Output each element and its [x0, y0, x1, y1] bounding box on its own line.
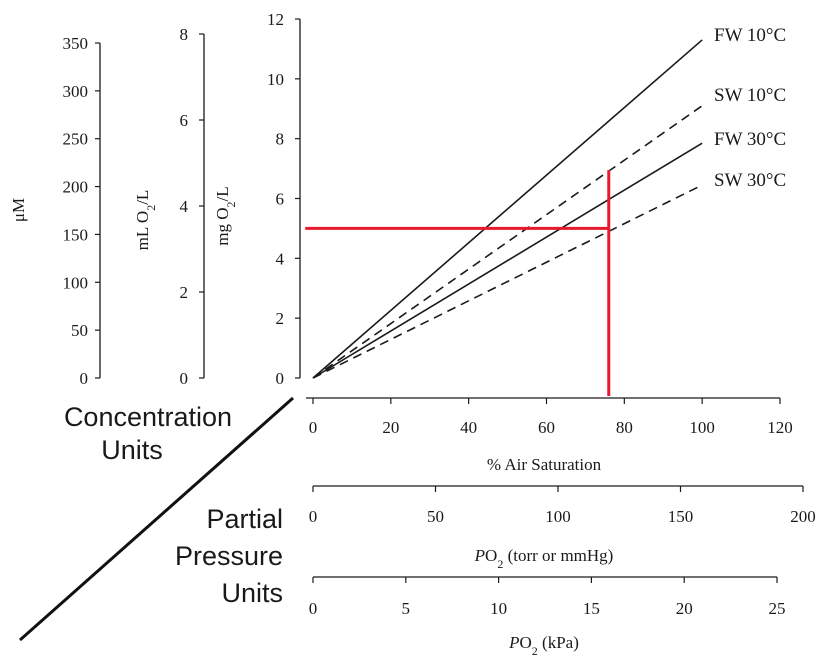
x-tick-label: 80 [616, 418, 633, 437]
x-tick-label: 0 [309, 418, 318, 437]
concentration-axis-title: mg O2/L [213, 186, 238, 245]
x-axis-title: % Air Saturation [487, 455, 602, 474]
pressure-tick-label: 50 [427, 507, 444, 526]
partial-pressure-label-1: Partial [206, 504, 283, 534]
concentration-axis: 0 2 4 6 8 mL O2/L [133, 25, 205, 388]
concentration-axis-title: mL O2/L [133, 190, 158, 251]
y-tick-label: 10 [267, 70, 284, 89]
diagonal-separator [19, 396, 294, 642]
y-tick-label: 12 [267, 10, 284, 29]
concentration-axis-title: μM [9, 198, 28, 222]
y-tick-label: 8 [276, 130, 285, 149]
series-line [312, 39, 703, 379]
concentration-tick-label: 2 [180, 283, 189, 302]
pressure-tick-label: 0 [309, 507, 318, 526]
series-label: FW 10°C [714, 25, 786, 46]
y-tick-label: 2 [276, 309, 285, 328]
concentration-tick-label: 300 [63, 82, 89, 101]
x-tick-label: 40 [460, 418, 477, 437]
pressure-axis-title: PO2 (kPa) [508, 633, 579, 658]
x-tick-label: 100 [689, 418, 715, 437]
concentration-axis: 0 50 100 150 200 250 300 350 μM [9, 34, 101, 388]
concentration-units-label-2: Units [101, 435, 163, 465]
series-label: SW 10°C [714, 85, 786, 106]
y-tick-label: 0 [276, 369, 285, 388]
pressure-tick-label: 150 [668, 507, 694, 526]
concentration-axes: 0 50 100 150 200 250 300 350 μM 0 2 4 6 8 mL O2/L mg O2… [9, 25, 238, 388]
pressure-axes: 0 50 100 150 200 PO2 (torr or mmHg) 0 5 10 15 20 25… [309, 485, 816, 658]
concentration-tick-label: 4 [180, 197, 189, 216]
series-line [312, 184, 703, 379]
pressure-tick-label: 20 [676, 599, 693, 618]
series-line [312, 142, 703, 379]
series-label: FW 30°C [714, 129, 786, 150]
concentration-tick-label: 8 [180, 25, 189, 44]
pressure-tick-label: 200 [790, 507, 816, 526]
x-tick-label: 60 [538, 418, 555, 437]
concentration-tick-label: 350 [63, 34, 89, 53]
pressure-tick-label: 25 [769, 599, 786, 618]
partial-pressure-label-3: Units [221, 578, 283, 608]
concentration-tick-label: 0 [180, 369, 189, 388]
concentration-tick-label: 100 [63, 273, 89, 292]
x-tick-label: 120 [767, 418, 793, 437]
pressure-tick-label: 0 [309, 599, 318, 618]
partial-pressure-label-2: Pressure [175, 541, 283, 571]
pressure-axis: 0 5 10 15 20 25 PO2 (kPa) [309, 576, 786, 658]
series-layer: FW 10°C SW 10°C FW 30°C SW 30°C [312, 25, 786, 379]
pressure-tick-label: 100 [545, 507, 571, 526]
concentration-tick-label: 250 [63, 130, 89, 149]
concentration-units-label-1: Concentration [64, 402, 232, 432]
pressure-tick-label: 15 [583, 599, 600, 618]
pressure-tick-label: 10 [490, 599, 507, 618]
pressure-tick-label: 5 [402, 599, 411, 618]
y-tick-label: 4 [276, 249, 285, 268]
concentration-tick-label: 150 [63, 225, 89, 244]
pressure-axis-title: PO2 (torr or mmHg) [474, 546, 614, 571]
highlight-layer [305, 170, 611, 396]
y-tick-label: 6 [276, 190, 285, 209]
series-line [312, 105, 703, 379]
concentration-axis: mg O2/L [213, 186, 238, 245]
x-tick-label: 20 [382, 418, 399, 437]
concentration-tick-label: 200 [63, 178, 89, 197]
concentration-tick-label: 0 [80, 369, 89, 388]
series-label: SW 30°C [714, 170, 786, 191]
concentration-tick-label: 6 [180, 111, 189, 130]
concentration-tick-label: 50 [71, 321, 88, 340]
pressure-axis: 0 50 100 150 200 PO2 (torr or mmHg) [309, 485, 816, 571]
